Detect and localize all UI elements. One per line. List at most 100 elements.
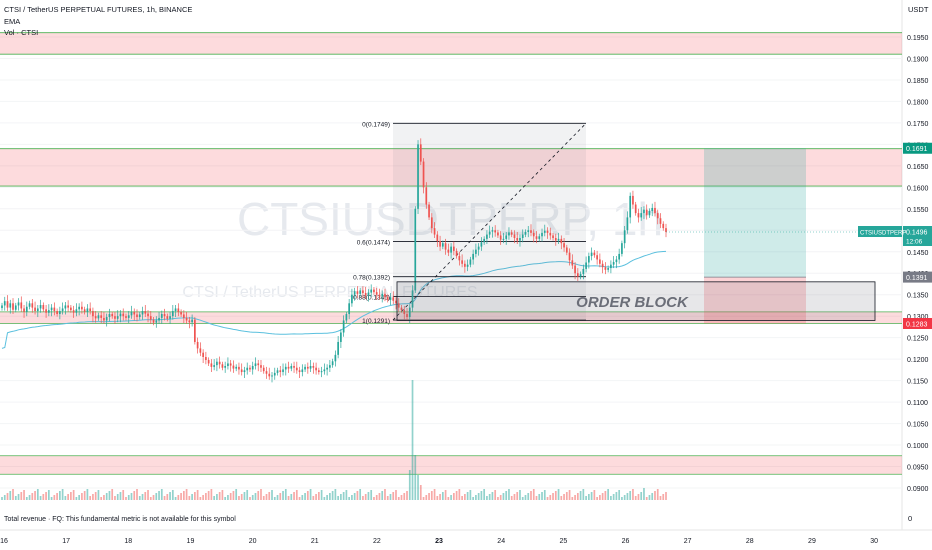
candle-body bbox=[125, 316, 127, 318]
volume-bar bbox=[127, 495, 130, 500]
volume-bar bbox=[414, 455, 417, 500]
volume-bar bbox=[235, 489, 238, 500]
candle-body bbox=[342, 320, 345, 333]
volume-bar bbox=[568, 490, 571, 500]
candle-body bbox=[56, 311, 58, 315]
candle-body bbox=[12, 303, 14, 310]
candle-body bbox=[637, 213, 640, 218]
volume-bar bbox=[224, 497, 227, 500]
volume-bar bbox=[329, 493, 331, 500]
long-position-tool[interactable] bbox=[704, 148, 806, 324]
candle-body bbox=[640, 213, 643, 218]
current-price-label: 0.1496 bbox=[906, 230, 928, 237]
candle-body bbox=[61, 308, 64, 312]
candle-body bbox=[282, 369, 284, 373]
candle-body bbox=[458, 256, 461, 261]
volume-bar bbox=[378, 493, 381, 500]
volume-bar bbox=[499, 495, 502, 500]
candle-body bbox=[67, 305, 69, 308]
candle-body bbox=[519, 238, 521, 241]
volume-bar bbox=[213, 496, 216, 500]
indicator-volume-label[interactable]: Vol · CTSI bbox=[4, 28, 38, 37]
candle-body bbox=[100, 315, 103, 318]
candle-body bbox=[516, 238, 519, 241]
order-block[interactable]: ORDER BLOCK bbox=[396, 281, 876, 321]
volume-bar bbox=[232, 491, 235, 500]
candle-body bbox=[345, 314, 348, 321]
time-tick-label: 23 bbox=[435, 538, 443, 545]
volume-bar bbox=[532, 489, 535, 500]
candle-body bbox=[169, 316, 171, 319]
zero-axis-label: 0 bbox=[908, 514, 912, 523]
fibonacci-retracement[interactable]: 0(0.1749) 0.6(0.1474) 0.78(0.1392) 0.88(0.1… bbox=[353, 121, 587, 325]
candle-body bbox=[262, 367, 265, 372]
volume-bar bbox=[422, 497, 425, 500]
candle-body bbox=[47, 310, 50, 313]
volume-bar bbox=[67, 494, 69, 500]
volume-bar bbox=[447, 497, 450, 500]
volume-bar bbox=[262, 496, 265, 500]
candle-body bbox=[70, 307, 72, 311]
candle-body bbox=[546, 230, 549, 233]
candle-body bbox=[466, 264, 469, 267]
volume-bar bbox=[47, 490, 50, 500]
volume-bar bbox=[632, 489, 634, 500]
candle-body bbox=[665, 228, 667, 233]
volume-bar bbox=[406, 491, 408, 500]
volume-bar bbox=[486, 496, 488, 500]
volume-bar bbox=[9, 491, 12, 500]
volume-bar bbox=[240, 494, 243, 500]
candle-body bbox=[497, 232, 499, 236]
candle-body bbox=[612, 262, 615, 265]
volume-bar bbox=[158, 491, 160, 500]
candle-body bbox=[623, 230, 626, 244]
candle-body bbox=[392, 297, 395, 301]
volume-bar bbox=[513, 494, 516, 500]
volume-bar bbox=[408, 470, 411, 500]
volume-bar bbox=[359, 489, 362, 500]
candle-body bbox=[298, 370, 301, 373]
volume-bar bbox=[174, 497, 177, 500]
price-tick-label: 0.1100 bbox=[907, 400, 928, 407]
volume-bar bbox=[375, 495, 378, 500]
volume-bar bbox=[50, 497, 53, 500]
candle-body bbox=[326, 367, 328, 370]
order-block-box[interactable] bbox=[396, 281, 876, 321]
candle-body bbox=[425, 187, 428, 205]
volume-bar bbox=[246, 490, 249, 500]
candle-body bbox=[607, 268, 609, 270]
volume-bar bbox=[320, 490, 323, 500]
time-tick-label: 17 bbox=[62, 538, 70, 545]
position-loss-zone[interactable] bbox=[704, 277, 806, 324]
volume-bar bbox=[152, 495, 155, 500]
price-tick-label: 0.1250 bbox=[907, 336, 929, 343]
zone-support bbox=[0, 455, 902, 475]
candle-body bbox=[232, 365, 235, 369]
volume-bar bbox=[618, 490, 621, 500]
candle-body bbox=[163, 314, 166, 317]
candle-body bbox=[229, 363, 232, 366]
candle-body bbox=[469, 259, 472, 265]
volume-bar bbox=[521, 497, 524, 500]
candle-body bbox=[249, 367, 251, 370]
candle-body bbox=[260, 365, 262, 368]
order-block-label: ORDER BLOCK bbox=[576, 294, 689, 311]
volume-bar bbox=[590, 492, 593, 500]
volume-bar bbox=[331, 491, 334, 500]
volume-bar bbox=[541, 492, 543, 500]
time-tick-label: 30 bbox=[870, 538, 878, 545]
currency-label[interactable]: USDT bbox=[908, 5, 929, 14]
candle-body bbox=[430, 217, 433, 229]
volume-bar bbox=[312, 496, 315, 500]
volume-bar bbox=[111, 489, 114, 500]
candle-body bbox=[246, 367, 249, 371]
indicator-ema-label[interactable]: EMA bbox=[4, 17, 20, 26]
volume-bar bbox=[351, 495, 353, 500]
position-profit-zone[interactable] bbox=[704, 148, 806, 278]
symbol-title[interactable]: CTSI / TetherUS PERPETUAL FUTURES, 1h, B… bbox=[4, 5, 192, 14]
candle-body bbox=[97, 315, 100, 319]
candle-body bbox=[486, 234, 488, 239]
zone-resistance bbox=[0, 32, 902, 55]
candle-body bbox=[480, 242, 483, 247]
